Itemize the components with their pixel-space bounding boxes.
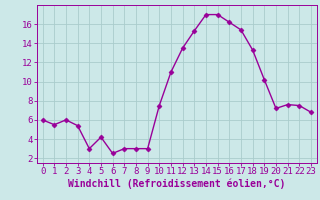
X-axis label: Windchill (Refroidissement éolien,°C): Windchill (Refroidissement éolien,°C) (68, 179, 285, 189)
